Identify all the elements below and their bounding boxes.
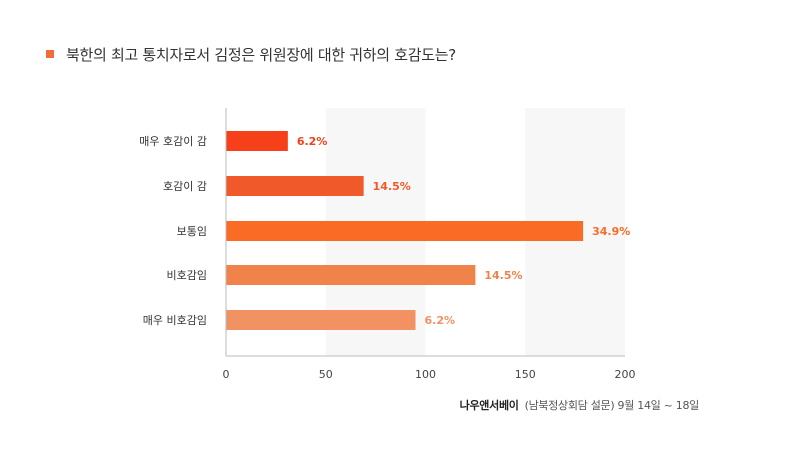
bar: [226, 221, 584, 241]
value-label: 6.2%: [297, 135, 328, 148]
source-detail: (남북정상회담 설문) 9월 14일 ~ 18일: [524, 399, 700, 412]
category-label: 호감이 감: [163, 180, 207, 193]
source-line: 나우앤서베이 (남북정상회담 설문) 9월 14일 ~ 18일: [459, 397, 700, 413]
x-tick-label: 100: [415, 368, 436, 381]
x-tick-label: 150: [515, 368, 536, 381]
source-brand: 나우앤서베이: [459, 399, 519, 412]
value-label: 34.9%: [592, 225, 630, 238]
category-label: 비호감임: [167, 269, 207, 282]
bar: [226, 265, 476, 285]
x-tick-label: 50: [319, 368, 333, 381]
value-labels: 6.2% 14.5% 34.9% 14.5% 6.2%: [297, 135, 630, 327]
value-label: 6.2%: [425, 314, 456, 327]
bar: [226, 310, 416, 330]
category-label: 보통임: [177, 225, 207, 238]
value-label: 14.5%: [373, 180, 411, 193]
bar: [226, 176, 364, 196]
category-label: 매우 비호감임: [143, 314, 207, 327]
x-tick-labels: 0 50 100 150 200: [223, 368, 636, 381]
value-label: 14.5%: [484, 269, 522, 282]
axes: [225, 108, 625, 357]
bars: [226, 131, 584, 330]
category-label: 매우 호감이 감: [139, 135, 207, 148]
title-marker: [46, 50, 54, 58]
x-tick-label: 200: [615, 368, 636, 381]
bar: [226, 131, 288, 151]
x-tick-label: 0: [223, 368, 230, 381]
chart-title: 북한의 최고 통치자로서 김정은 위원장에 대한 귀하의 호감도는?: [66, 46, 456, 64]
